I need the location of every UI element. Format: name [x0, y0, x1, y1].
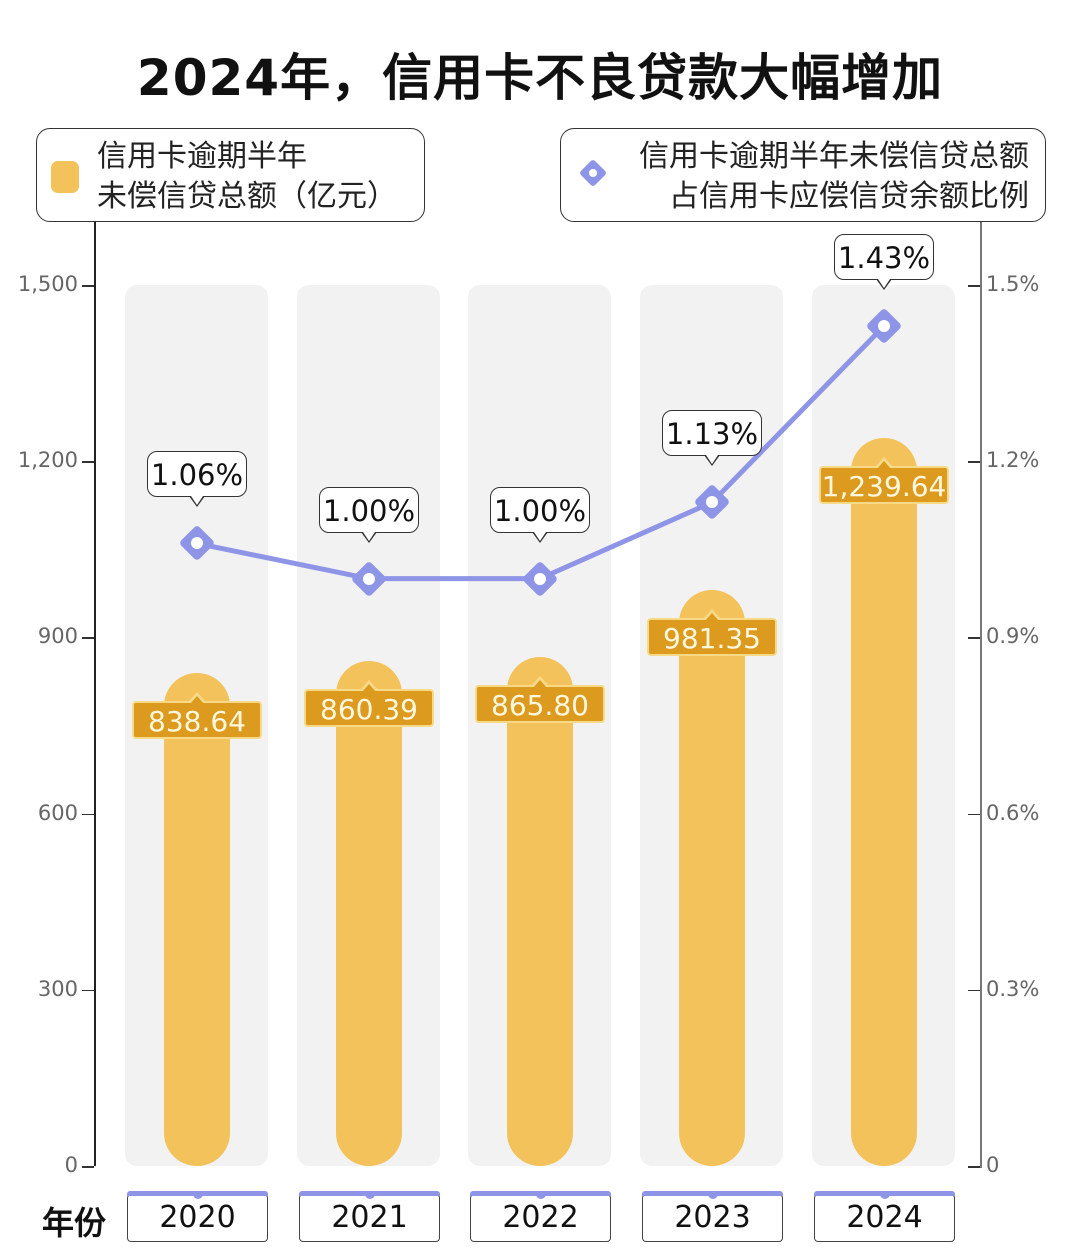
- right-tick-label: 0.6%: [986, 800, 1040, 825]
- left-tick-label: 0: [64, 1153, 78, 1177]
- right-tick-mark: [968, 285, 980, 287]
- left-tick-mark: [82, 1166, 94, 1168]
- bar: [507, 657, 573, 1166]
- right-axis-line: [980, 222, 982, 1168]
- right-tick-label: 0.9%: [986, 624, 1040, 649]
- legend-bar-series: 信用卡逾期半年 未偿信贷总额（亿元）: [36, 128, 425, 222]
- ratio-value-label: 1.00%: [490, 486, 590, 543]
- right-tick-label: 1.5%: [986, 272, 1040, 296]
- bar-value-label: 865.80: [475, 676, 605, 724]
- bar: [851, 437, 917, 1166]
- left-tick-label: 300: [37, 976, 78, 1001]
- left-tick-mark: [82, 285, 94, 287]
- right-tick-mark: [968, 461, 980, 463]
- right-tick-label: 1.2%: [986, 448, 1040, 473]
- left-tick-label: 1,200: [17, 448, 78, 473]
- bar-value-label: 838.64: [132, 692, 262, 740]
- left-tick-label: 1,500: [17, 272, 78, 296]
- x-axis-label: 2024: [814, 1191, 955, 1242]
- ratio-value-label: 1.43%: [834, 234, 934, 291]
- right-tick-label: 0.3%: [986, 976, 1040, 1001]
- left-tick-mark: [82, 989, 94, 992]
- chart-title: 2024年，信用卡不良贷款大幅增加: [136, 49, 944, 107]
- x-axis-label: 2021: [299, 1191, 440, 1242]
- left-tick-label: 600: [37, 800, 78, 825]
- bar-value-label: 1,239.64: [819, 456, 949, 504]
- bar: [164, 673, 230, 1166]
- ratio-value-label: 1.00%: [319, 486, 419, 543]
- left-axis-line: [94, 222, 96, 1166]
- legend-bar-line1: 信用卡逾期半年: [97, 139, 307, 174]
- left-tick-mark: [82, 813, 94, 816]
- x-axis-label: 2023: [642, 1191, 783, 1242]
- legend-bar-line2: 未偿信贷总额（亿元）: [97, 179, 397, 214]
- right-tick-mark: [968, 989, 980, 992]
- right-tick-label: 0: [986, 1153, 1000, 1177]
- right-tick-mark: [968, 1166, 980, 1168]
- bar: [679, 589, 745, 1166]
- x-axis-label: 2020: [127, 1191, 268, 1242]
- x-axis-title: 年份: [42, 1204, 107, 1242]
- legend-line-series: 信用卡逾期半年未偿信贷总额 占信用卡应偿信贷余额比例: [560, 128, 1046, 222]
- right-tick-mark: [968, 813, 980, 816]
- legend-line-line1: 信用卡逾期半年未偿信贷总额: [639, 139, 1029, 174]
- rounded-square-icon: [51, 161, 79, 193]
- left-tick-mark: [82, 461, 94, 463]
- x-axis-label: 2022: [470, 1191, 611, 1242]
- right-tick-mark: [968, 637, 980, 639]
- bar-value-label: 860.39: [304, 679, 434, 727]
- ratio-value-label: 1.13%: [662, 410, 762, 467]
- left-tick-label: 900: [37, 624, 78, 649]
- bar: [336, 660, 402, 1166]
- bar-value-label: 981.35: [647, 608, 777, 656]
- left-tick-mark: [82, 637, 94, 639]
- ratio-value-label: 1.06%: [147, 451, 247, 508]
- legend-line-line2: 占信用卡应偿信贷余额比例: [669, 179, 1029, 214]
